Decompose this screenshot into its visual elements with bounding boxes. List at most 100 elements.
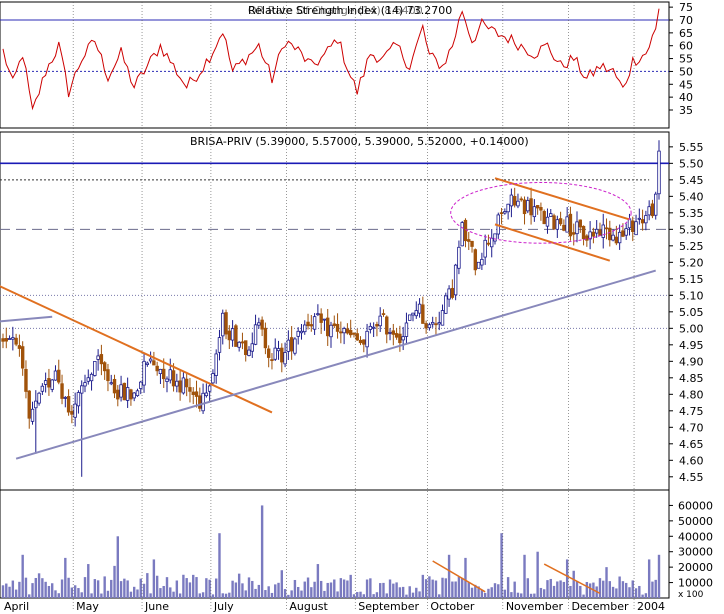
volume-bar <box>34 577 37 598</box>
candle-body <box>421 304 425 324</box>
rsi-ref-lines <box>0 19 669 72</box>
rsi-tick-label: 45 <box>679 78 693 91</box>
volume-bar <box>483 592 487 598</box>
volume-bar <box>565 559 569 598</box>
month-label: December <box>571 600 629 613</box>
candle-body <box>447 288 451 300</box>
candle-body <box>299 330 304 334</box>
volume-bar <box>628 587 631 598</box>
candle-body <box>640 219 645 224</box>
volume-bar <box>162 586 165 598</box>
volume-bar <box>116 536 119 598</box>
candle-body <box>450 287 455 298</box>
price-horizontal-lines <box>0 162 669 329</box>
volume-bar <box>441 577 444 598</box>
candle-body <box>398 333 402 344</box>
volume-bar <box>60 579 64 598</box>
candle-body <box>339 331 343 334</box>
candle-body <box>385 316 389 335</box>
month-label: June <box>144 600 169 613</box>
volume-bar <box>375 592 379 598</box>
candle-body <box>132 392 136 399</box>
volume-bar <box>454 581 457 598</box>
candle-body <box>614 236 619 244</box>
candle-body <box>499 212 504 215</box>
volume-bar <box>552 585 556 598</box>
volume-bar <box>556 581 559 598</box>
volume-bar <box>146 573 149 598</box>
candle-body <box>27 390 31 419</box>
volume-bar <box>54 590 57 598</box>
volume-bar <box>221 593 224 598</box>
candle-body <box>217 337 222 353</box>
candle-body <box>47 378 51 388</box>
volume-bar <box>139 578 142 598</box>
volume-trend-lines <box>432 560 601 595</box>
volume-bar <box>585 582 589 598</box>
candle-body <box>316 313 320 316</box>
volume-bar <box>28 594 31 598</box>
volume-bar <box>290 590 293 598</box>
volume-bar <box>37 573 41 598</box>
price-trend-line <box>15 269 657 460</box>
volume-bar <box>654 579 657 598</box>
volume-bar <box>44 581 47 598</box>
volume-bar <box>647 559 651 598</box>
candle-body <box>490 237 494 248</box>
volume-bar <box>434 580 438 598</box>
candle-body <box>1 338 5 342</box>
candle-body <box>119 384 123 398</box>
candle-body <box>17 345 22 349</box>
volume-bar <box>244 590 247 598</box>
volume-bar <box>93 579 97 598</box>
volume-bar <box>631 580 634 598</box>
candle-body <box>142 360 146 386</box>
candle-body <box>476 261 481 269</box>
volume-bar <box>500 533 503 598</box>
volume-bar <box>218 533 221 598</box>
volume-bar <box>329 582 333 598</box>
volume-bar <box>559 580 562 598</box>
volume-bar <box>543 589 546 598</box>
volume-bar <box>188 582 192 598</box>
rsi-panel-title: Relative Strength Index (14) 73.2700 <box>248 4 452 17</box>
price-tick-label: 5.40 <box>679 190 704 203</box>
volume-bar <box>336 591 339 598</box>
candle-body <box>388 331 392 334</box>
candle-body <box>20 346 25 369</box>
candle-body <box>427 324 432 329</box>
volume-bar <box>64 557 67 598</box>
volume-bar <box>267 586 270 598</box>
volume-bar <box>51 583 54 598</box>
candle-body <box>588 231 592 240</box>
volume-bar <box>477 586 480 598</box>
volume-bar <box>110 579 113 598</box>
candle-body <box>542 211 546 225</box>
candle-body <box>637 217 642 220</box>
price-tick-label: 5.15 <box>679 273 704 286</box>
candle-body <box>253 324 258 345</box>
candle-body <box>306 321 310 327</box>
candle-body <box>509 194 514 207</box>
candle-body <box>355 333 359 341</box>
volume-tick-label: 40000 <box>678 530 713 543</box>
candle-body <box>608 227 612 241</box>
candle-body <box>578 219 582 228</box>
candle-body <box>63 396 68 399</box>
candle-body <box>24 368 28 392</box>
candle-body <box>194 391 199 397</box>
rsi-panel-overlap-title: OR Rate Of Change (14) 8.6400 <box>248 4 423 17</box>
volume-bar <box>520 593 523 598</box>
price-trend-line <box>0 315 53 323</box>
volume-bar <box>579 585 582 598</box>
volume-bar <box>123 578 126 598</box>
candle-body <box>139 381 143 389</box>
volume-tick-label: 60000 <box>678 499 713 512</box>
candle-body <box>96 355 100 360</box>
month-separators <box>72 2 635 610</box>
volume-bar <box>297 586 300 598</box>
volume-bar <box>480 589 484 598</box>
volume-bar <box>172 591 175 598</box>
volume-bar <box>506 577 510 598</box>
candle-body <box>247 349 251 356</box>
